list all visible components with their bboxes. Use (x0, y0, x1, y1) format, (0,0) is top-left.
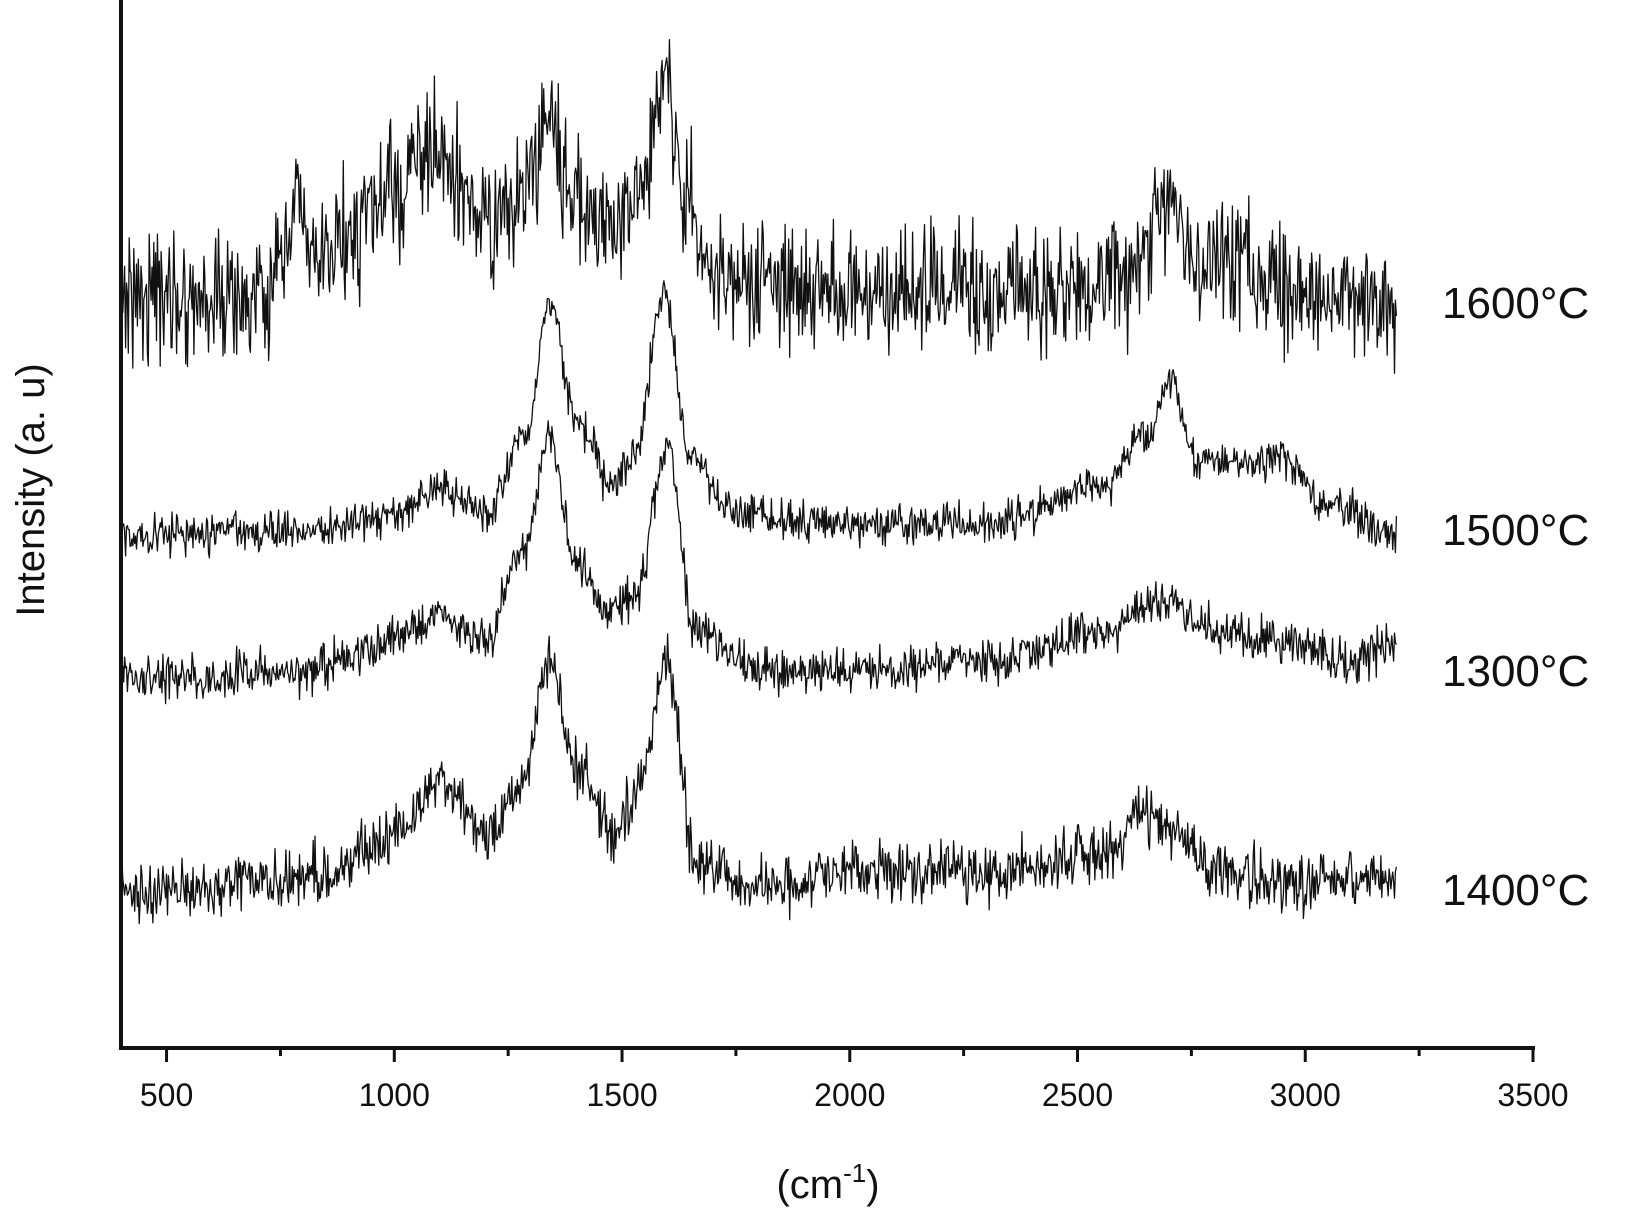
x-tick-label: 3000 (1270, 1077, 1341, 1113)
x-axis-label-main: (cm (776, 1163, 843, 1207)
x-tick-label: 2000 (814, 1077, 885, 1113)
series-label: 1300°C (1442, 647, 1589, 696)
series-label: 1600°C (1442, 279, 1589, 328)
x-tick-label: 1000 (359, 1077, 430, 1113)
x-tick-label: 3500 (1497, 1077, 1568, 1113)
spectrum-line-1500 (120, 280, 1398, 559)
y-axis-label: Intensity (a. u) (9, 363, 53, 616)
spectrum-line-1600 (120, 38, 1398, 375)
x-tick-label: 2500 (1042, 1077, 1113, 1113)
x-axis-ticks (165, 1048, 1535, 1062)
spectra-traces (120, 38, 1398, 925)
x-axis-label: (cm-1) (776, 1158, 879, 1207)
spectrum-line-1300 (120, 420, 1398, 705)
x-axis-tick-labels: 500 1000 1500 2000 2500 3000 3500 (140, 1077, 1569, 1113)
x-axis-label-superscript: -1 (843, 1158, 866, 1188)
axes (119, 0, 1535, 1050)
series-labels: 1600°C 1500°C 1300°C 1400°C (1442, 279, 1589, 915)
spectrum-line-1400 (120, 633, 1398, 925)
series-label: 1400°C (1442, 866, 1589, 915)
x-axis-label-close: ) (866, 1163, 879, 1207)
x-tick-label: 500 (140, 1077, 193, 1113)
x-tick-label: 1500 (586, 1077, 657, 1113)
series-label: 1500°C (1442, 506, 1589, 555)
